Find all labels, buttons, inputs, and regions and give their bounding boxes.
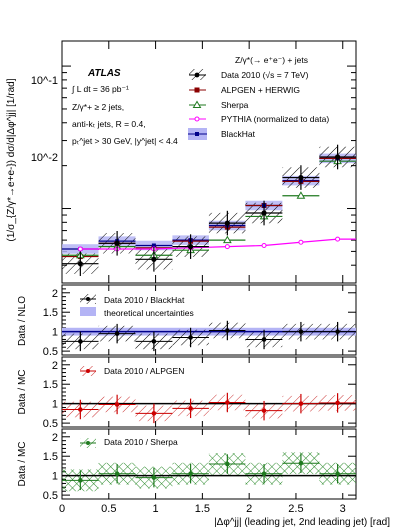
ratio-legend-marker: [86, 297, 90, 301]
ratio-point: [298, 460, 304, 466]
legend-title: Z/γ*(→ e⁺e⁻) + jets: [235, 55, 308, 65]
ratio-ytick-label: 2: [52, 288, 58, 300]
ratio-legend-marker: [86, 441, 90, 445]
legend-blackhat-marker: [195, 132, 199, 136]
ratio-point: [298, 401, 304, 406]
pythia-marker: [335, 236, 341, 242]
info-line-2: pₜ^jet > 30 GeV, |y^jet| < 4.4: [72, 136, 178, 146]
ratio1-legend-data: Data 2010 / BlackHat: [104, 295, 185, 305]
ratio-ytick-label: 1: [52, 399, 58, 411]
data-point: [261, 210, 267, 216]
ratio-ytick-label: 0.5: [43, 346, 58, 358]
ratio3-ylabel: Data / MC: [17, 441, 28, 486]
xtick-label: 1.5: [195, 503, 210, 515]
ratio-ytick-label: 0.5: [43, 490, 58, 502]
ratio-point: [335, 471, 340, 477]
ratio-point: [151, 475, 157, 480]
ratio-point: [188, 335, 193, 340]
legend-label-3: PYTHIA (normalized to data): [221, 114, 329, 124]
legend-label-1: ALPGEN + HERWIG: [221, 85, 300, 95]
ratio3-legend-data: Data 2010 / Sherpa: [104, 437, 178, 447]
ratio-ytick-label: 1: [52, 471, 58, 483]
blackhat-marker: [151, 243, 156, 248]
ratio-legend-band: [80, 307, 96, 316]
lumi-label: ∫ L dt = 36 pb⁻¹: [71, 84, 129, 94]
pythia-marker: [224, 244, 230, 250]
ratio-point: [151, 411, 157, 416]
ytick-label-1e-2: 10^-2: [31, 152, 58, 164]
ratio-point: [78, 478, 83, 483]
data-point: [114, 240, 120, 246]
data-point: [151, 256, 157, 262]
data-point: [187, 244, 194, 250]
pythia-marker: [261, 243, 267, 249]
ratio-point: [225, 328, 230, 333]
ytick-label-1e-1: 10^-1: [31, 75, 58, 87]
info-line-1: anti-kₜ jets, R = 0.4,: [72, 119, 146, 129]
pythia-marker: [77, 246, 83, 252]
ratio-ytick-label: 1.5: [43, 379, 58, 391]
atlas-label: ATLAS: [87, 68, 121, 79]
ratio-ytick-label: 1.5: [43, 307, 58, 319]
x-axis-label: |Δφ^jj| (leading jet, 2nd leading jet) […: [214, 517, 390, 528]
ratio-point: [225, 461, 230, 467]
legend-label-0: Data 2010 (√s = 7 TeV): [221, 70, 309, 80]
xtick-label: 2.5: [288, 503, 303, 515]
ratio-point: [114, 402, 120, 407]
ratio-point: [335, 400, 340, 406]
ratio1-legend-band: theoretical uncertainties: [104, 308, 194, 318]
xtick-label: 0: [59, 503, 65, 515]
ratio-point: [151, 339, 157, 344]
ratio2-ylabel: Data / MC: [17, 369, 28, 414]
legend-pythia-marker: [194, 116, 200, 122]
ratio1-ylabel: Data / NLO: [17, 296, 28, 346]
xtick-label: 1: [153, 503, 159, 515]
main-ylabel: (1/σ_{Z/γ*→e+e-}) dσ/d|Δφ^jj| [1/rad]: [6, 78, 17, 241]
ratio-point: [78, 339, 83, 344]
data-point: [224, 220, 230, 226]
ratio-point: [298, 329, 304, 334]
ratio-ytick-label: 1: [52, 327, 58, 339]
legend-alpgen-marker: [194, 87, 200, 93]
ratio-point: [335, 329, 340, 334]
ratio2-legend-data: Data 2010 / ALPGEN: [104, 366, 184, 376]
ratio-ytick-label: 1.5: [43, 451, 58, 463]
ratio-point: [261, 408, 267, 413]
ratio-point: [114, 331, 120, 336]
ratio-ytick-label: 0.5: [43, 418, 58, 430]
ratio-point: [261, 337, 267, 342]
xtick-label: 2: [246, 503, 252, 515]
xtick-label: 3: [340, 503, 346, 515]
sherpa-marker: [296, 191, 306, 199]
legend-sherpa-marker: [192, 100, 202, 108]
xtick-label: 0.5: [101, 503, 116, 515]
info-line-0: Z/γ*+ ≥ 2 jets,: [72, 102, 124, 112]
ratio-point: [188, 406, 193, 411]
legend-label-2: Sherpa: [221, 100, 249, 110]
ratio-point: [261, 471, 267, 477]
ratio-legend-marker: [86, 369, 90, 373]
sherpa-marker: [222, 235, 232, 244]
data-point: [298, 174, 304, 181]
ratio-ytick-label: 2: [52, 432, 58, 444]
ratio-point: [78, 407, 83, 412]
ratio-point: [188, 471, 193, 477]
data-point: [77, 261, 83, 267]
pythia-marker: [298, 239, 304, 245]
ratio-point: [114, 471, 120, 477]
legend-data-marker: [194, 72, 200, 78]
data-point: [335, 154, 341, 160]
ratio-point: [225, 400, 230, 405]
legend-label-4: BlackHat: [221, 129, 256, 139]
ratio-ytick-label: 2: [52, 360, 58, 372]
